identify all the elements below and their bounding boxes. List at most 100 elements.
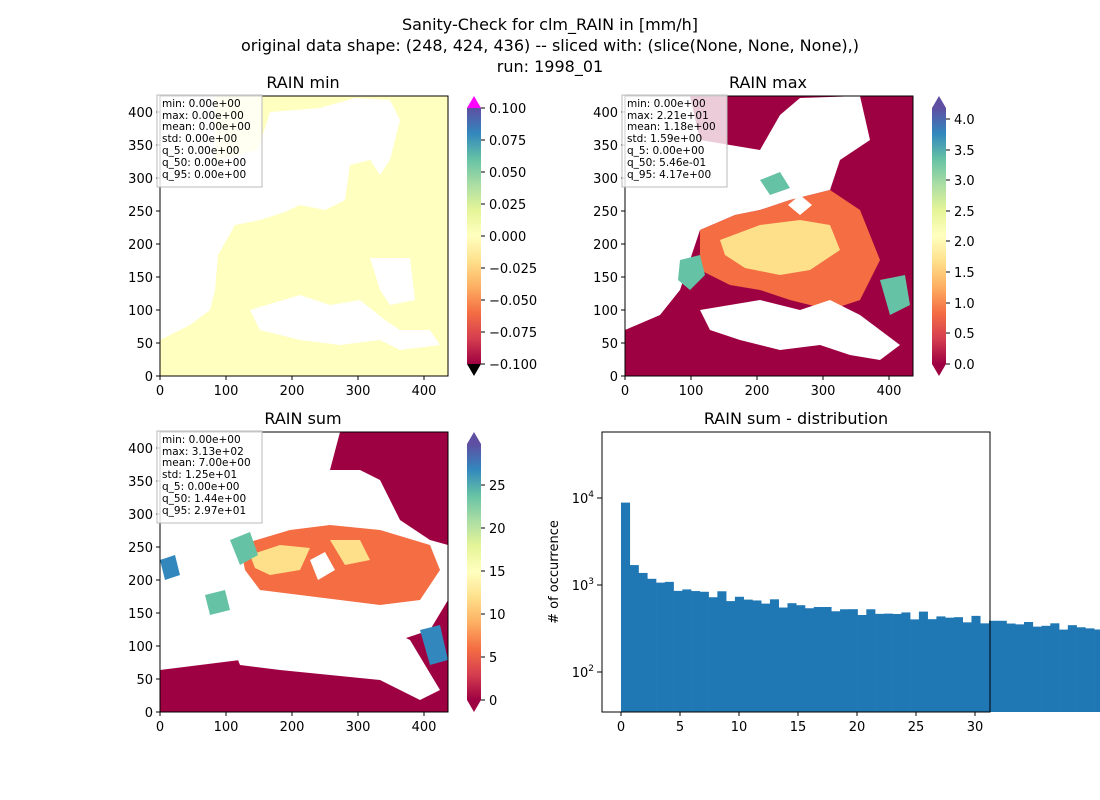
x-tick-label: 400 (412, 384, 437, 399)
histogram-bar (910, 619, 920, 712)
x-tick-label: 25 (908, 720, 925, 735)
x-tick-label: 200 (280, 720, 305, 735)
histogram-bar (1041, 625, 1051, 712)
y-axis-rain-min: 0 50 100 150 200 250 300 350 400 (128, 106, 160, 385)
map-rain-min (160, 96, 448, 376)
panel-title-rain-max: RAIN max (729, 73, 807, 92)
stat-line: q_50: 1.44e+00 (162, 493, 246, 505)
histogram-bar (857, 614, 867, 712)
y-tick-label: 400 (128, 106, 153, 121)
colorbar-tick-label: 1.5 (954, 266, 975, 281)
y-tick-label: 300 (593, 172, 618, 187)
y-axis-distribution: 102 103 104 (572, 490, 602, 681)
y-tick-label: 50 (136, 673, 153, 688)
axes-frame (601, 431, 991, 713)
y-tick-label: 100 (128, 304, 153, 319)
x-tick-label: 300 (346, 720, 371, 735)
histogram-bar (1067, 625, 1077, 712)
stat-line: max: 2.21e+01 (627, 110, 709, 122)
stats-box-background (156, 94, 263, 188)
panel-title-rain-min: RAIN min (266, 73, 339, 92)
stat-line: mean: 7.00e+00 (162, 457, 251, 469)
stat-line: std: 0.00e+00 (162, 133, 237, 145)
panel-rain-max: RAIN max 0 100 200 300 400 (593, 73, 975, 399)
land-yellow-band (250, 540, 370, 575)
histogram-bar (892, 613, 902, 712)
colorbar-tick-label: 0.100 (489, 102, 526, 117)
colorbar-extend-min (932, 364, 946, 376)
histogram-bar (1015, 624, 1025, 712)
x-tick-label: 300 (346, 384, 371, 399)
histogram-bar (1006, 623, 1016, 712)
panel-rain-sum: RAIN sum 0 100 200 300 400 (128, 409, 505, 735)
sea-cutout (230, 552, 440, 700)
histogram-bar (918, 611, 928, 712)
panel-rain-sum-distribution: RAIN sum - distribution 0 5 10 15 20 25 … (547, 409, 1100, 735)
y-tick-label: 100 (593, 304, 618, 319)
y-tick-label: 50 (601, 337, 618, 352)
histogram-bar (813, 607, 823, 712)
colorbar-tick-label: −0.100 (489, 358, 537, 373)
x-tick-label: 5 (676, 720, 684, 735)
colorbar-extend-max (467, 96, 481, 108)
histogram-bar (840, 609, 850, 712)
histogram-bar (621, 502, 631, 712)
stats-box-rain-sum: min: 0.00e+00 max: 3.13e+02 mean: 7.00e+… (156, 430, 263, 524)
histogram-bar (831, 611, 841, 712)
histogram-bar (883, 613, 893, 712)
stat-line: q_95: 4.17e+00 (627, 169, 711, 181)
histogram-bar (752, 600, 762, 712)
sea-cutout (250, 295, 440, 350)
histogram-bar (682, 589, 692, 712)
x-axis-distribution: 0 5 10 15 20 25 30 (617, 712, 983, 735)
histogram-bar (647, 578, 657, 712)
histogram-bar (656, 582, 666, 712)
land-green-patches (205, 532, 258, 615)
y-tick-label: 104 (572, 490, 595, 507)
colorbar-extend-min (467, 700, 481, 712)
y-tick-label: 350 (128, 475, 153, 490)
stats-box-rain-min: min: 0.00e+00 max: 0.00e+00 mean: 0.00e+… (156, 94, 263, 188)
x-tick-label: 30 (967, 720, 984, 735)
x-tick-label: 10 (731, 720, 748, 735)
x-tick-label: 0 (621, 384, 629, 399)
y-tick-label: 102 (572, 664, 594, 681)
stat-line: q_5: 0.00e+00 (162, 145, 239, 157)
stat-line: q_95: 2.97e+01 (162, 505, 246, 517)
y-axis-rain-sum: 0 50 100 150 200 250 300 350 400 (128, 442, 160, 721)
stat-line: mean: 1.18e+00 (627, 121, 716, 133)
x-axis-rain-min: 0 100 200 300 400 (156, 376, 437, 399)
colorbar-tick-label: 25 (489, 479, 506, 494)
histogram-bar (664, 581, 674, 712)
histogram-bar (769, 599, 780, 712)
histogram-bar (822, 607, 832, 712)
y-tick-label: 250 (128, 205, 153, 220)
y-tick-label: 0 (145, 370, 153, 385)
colorbar-tick-label: 5 (489, 651, 497, 666)
x-tick-label: 400 (412, 720, 437, 735)
colorbar-tick-label: 0.075 (489, 134, 526, 149)
y-tick-label: 350 (593, 139, 618, 154)
stat-line: q_5: 0.00e+00 (627, 145, 704, 157)
stat-line: q_95: 0.00e+00 (162, 169, 246, 181)
colorbar-tick-label: 0.000 (489, 230, 526, 245)
colorbar-tick-label: −0.025 (489, 262, 537, 277)
colorbar-tick-label: 2.0 (954, 235, 975, 250)
stat-line: std: 1.25e+01 (162, 469, 237, 481)
x-tick-label: 20 (849, 720, 866, 735)
stats-box-rain-max: min: 0.00e+00 max: 2.21e+01 mean: 1.18e+… (621, 94, 728, 188)
histogram-bar (1094, 629, 1100, 712)
histogram-bar (1024, 621, 1034, 712)
histogram-bar (796, 605, 806, 712)
histogram-bar (638, 572, 648, 712)
y-tick-label: 150 (128, 607, 153, 622)
stat-line: min: 0.00e+00 (162, 434, 241, 446)
y-tick-label: 200 (128, 238, 153, 253)
panel-title-rain-sum: RAIN sum (264, 409, 341, 428)
axes-frame (624, 95, 914, 377)
x-tick-label: 300 (811, 384, 836, 399)
y-tick-label: 250 (593, 205, 618, 220)
histogram-bars (621, 502, 1100, 712)
y-tick-label: 0 (610, 370, 618, 385)
